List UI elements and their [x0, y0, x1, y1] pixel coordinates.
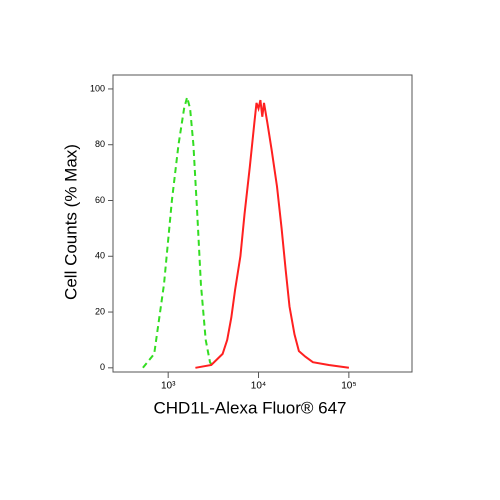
plot-frame	[112, 74, 413, 373]
x-tick-label: 10⁵	[341, 381, 356, 392]
y-tick-label: 100	[90, 83, 105, 93]
x-axis-title: CHD1L-Alexa Fluor® 647	[154, 398, 347, 417]
y-axis-title: Cell Counts (% Max)	[61, 144, 80, 300]
y-tick-label: 60	[95, 195, 105, 205]
histogram-line	[195, 99, 350, 369]
y-tick-label: 40	[95, 251, 105, 261]
histogram-line	[142, 93, 215, 369]
y-tick-label: 20	[95, 306, 105, 316]
y-tick-label: 0	[100, 362, 105, 372]
x-tick-label: 10⁴	[251, 381, 266, 392]
y-tick-label: 80	[95, 139, 105, 149]
x-tick-label: 10³	[161, 381, 176, 392]
